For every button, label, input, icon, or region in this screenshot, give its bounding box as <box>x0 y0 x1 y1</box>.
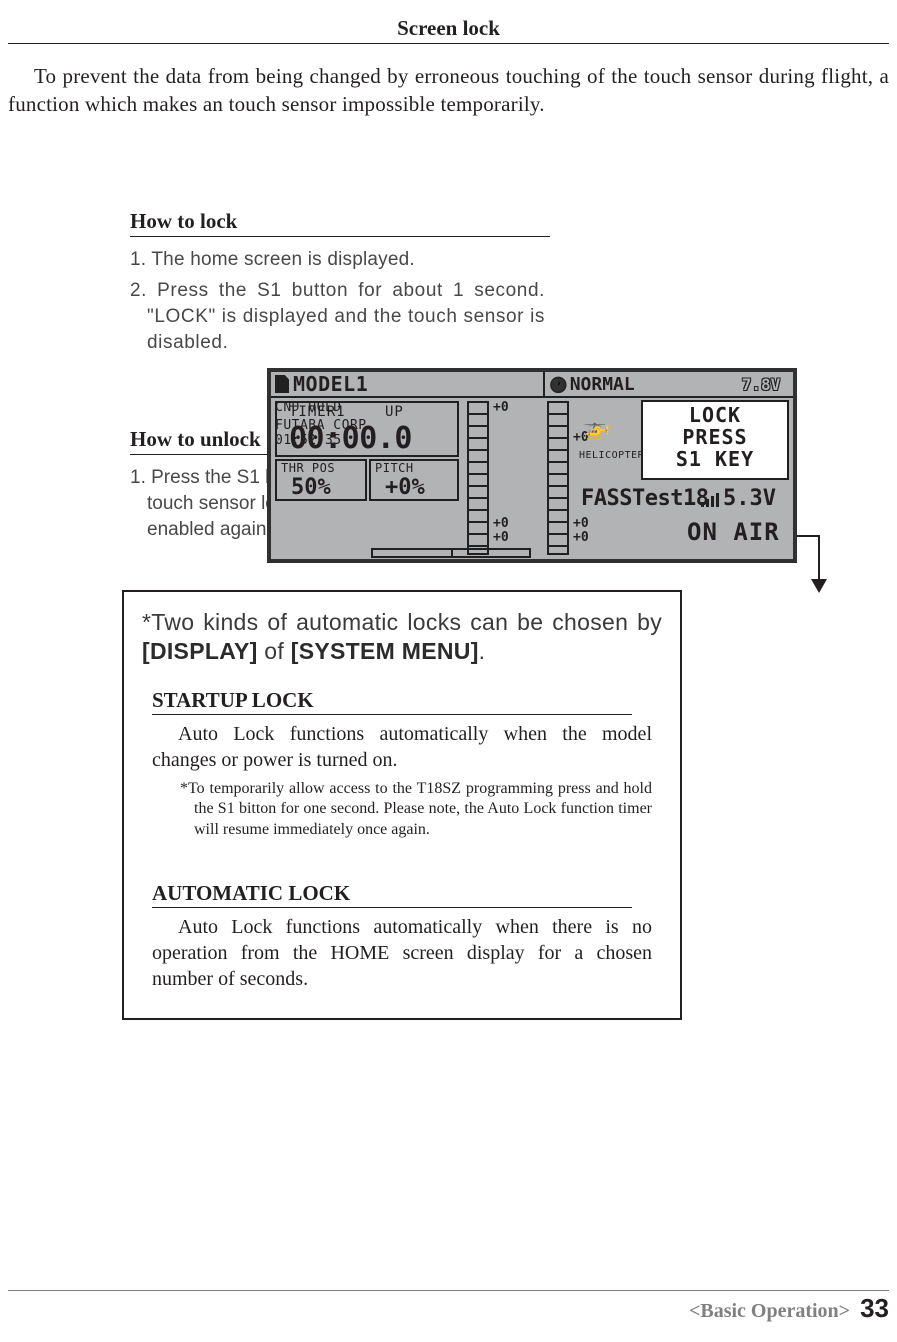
signal-bars-icon <box>701 492 719 507</box>
lcd-protocol: FASSTest18 <box>581 486 708 511</box>
lcd-trim-value: +0 <box>493 530 509 545</box>
lcd-trim-value: +0 <box>493 400 509 415</box>
lcd-mode: NORMAL <box>545 372 729 396</box>
footer-breadcrumb: <Basic Operation> <box>689 1300 850 1323</box>
lcd-trim-ladder <box>547 401 569 555</box>
startup-lock-heading: STARTUP LOCK <box>152 688 632 715</box>
lock-step-1: 1. The home screen is displayed. <box>130 247 897 273</box>
lcd-thr-value: 50% <box>291 475 331 500</box>
lock-popup-line1: LOCK <box>643 404 787 426</box>
lcd-timer-value: 00:00.0 <box>289 421 412 456</box>
info-intro-bold: [DISPLAY] <box>142 638 258 664</box>
how-to-lock-heading: How to lock <box>130 209 550 237</box>
info-intro-bold: [SYSTEM MENU] <box>291 638 479 664</box>
intro-paragraph: To prevent the data from being changed b… <box>8 62 889 119</box>
callout-arrow-icon <box>811 579 827 593</box>
page-footer: <Basic Operation> 33 <box>8 1290 889 1324</box>
lcd-mode-text: NORMAL <box>570 374 635 395</box>
lcd-model-text: MODEL1 <box>293 372 368 396</box>
lcd-timer-label: TIMER1 <box>289 404 346 420</box>
lcd-tx-volt: 7.8V <box>729 372 793 396</box>
lcd-lock-popup: LOCK PRESS S1 KEY <box>641 400 789 480</box>
automatic-lock-heading: AUTOMATIC LOCK <box>152 881 632 908</box>
info-intro-text: of <box>258 638 291 664</box>
page-number: 33 <box>860 1293 889 1324</box>
lcd-model: MODEL1 <box>271 372 545 396</box>
callout-line <box>818 535 820 583</box>
lcd-rx-volt: 5.3V <box>723 486 776 511</box>
lcd-timer-dir: UP <box>385 404 404 420</box>
startup-lock-note: *To temporarily allow access to the T18S… <box>194 779 652 841</box>
lcd-thr-label: THR POS <box>281 461 335 475</box>
clock-icon <box>549 374 570 395</box>
info-intro-text: . <box>479 638 486 664</box>
lcd-trim-value: +0 <box>573 516 589 531</box>
info-intro-text: *Two kinds of automatic locks can be cho… <box>142 609 662 635</box>
lcd-trim-ladder <box>467 401 489 555</box>
lock-popup-line2: PRESS <box>643 426 787 448</box>
lcd-onair: ON AIR <box>687 518 780 546</box>
lcd-hbar <box>371 548 531 558</box>
lcd-heli-label: HELICOPTER <box>579 450 644 461</box>
how-to-lock-section: How to lock 1. The home screen is displa… <box>130 209 897 356</box>
page-title: Screen lock <box>8 16 889 44</box>
lcd-screenshot: MODEL1 NORMAL 7.8V TIMER1 UP 00:00.0 THR… <box>267 368 797 563</box>
lcd-timer-box: TIMER1 UP 00:00.0 <box>275 401 459 457</box>
info-box: *Two kinds of automatic locks can be cho… <box>122 590 682 1020</box>
lock-step-2: 2. Press the S1 button for about 1 secon… <box>130 278 545 355</box>
lcd-thr-box: THR POS 50% <box>275 459 367 501</box>
automatic-lock-body: Auto Lock functions automatically when t… <box>152 914 652 992</box>
sd-card-icon <box>275 375 289 393</box>
lcd-pitch-value: +0% <box>385 475 425 500</box>
lcd-pitch-label: PITCH <box>375 461 414 475</box>
info-intro: *Two kinds of automatic locks can be cho… <box>142 608 662 666</box>
lcd-pitch-box: PITCH +0% <box>369 459 459 501</box>
helicopter-icon: 🚁 <box>583 416 610 441</box>
lcd-trim-value: +0 <box>493 516 509 531</box>
lcd-trim-value: +0 <box>573 530 589 545</box>
startup-lock-body: Auto Lock functions automatically when t… <box>152 721 652 773</box>
lock-popup-line3: S1 KEY <box>643 448 787 470</box>
